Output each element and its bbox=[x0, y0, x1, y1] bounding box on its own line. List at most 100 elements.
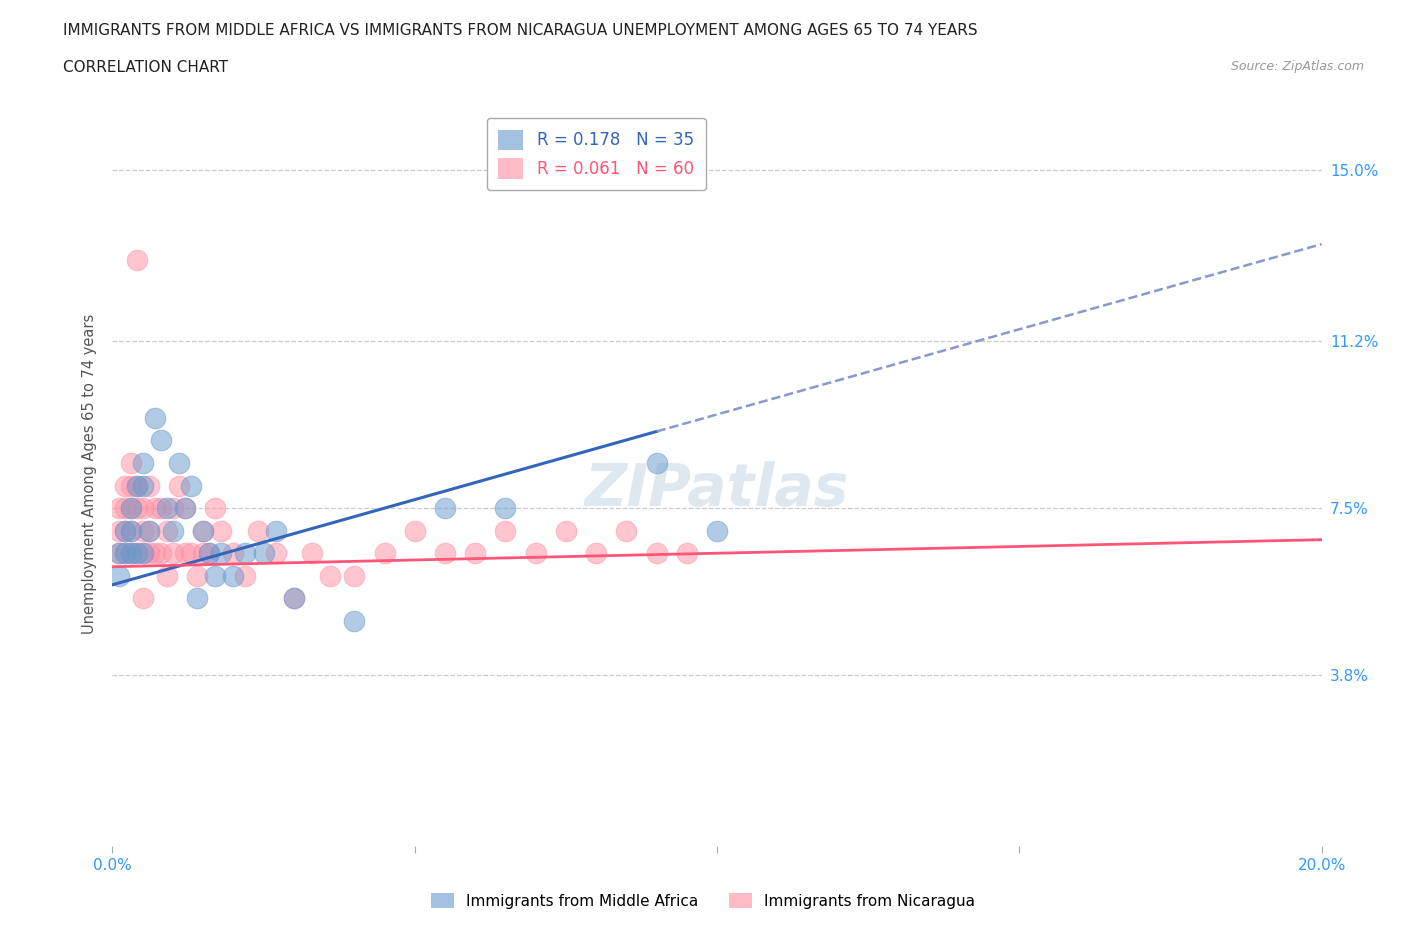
Point bbox=[706, 524, 728, 538]
Point bbox=[132, 524, 155, 538]
Point bbox=[191, 524, 214, 538]
Point bbox=[114, 546, 136, 561]
Point bbox=[138, 524, 160, 538]
Point bbox=[125, 546, 148, 561]
Point bbox=[301, 546, 323, 561]
Point bbox=[204, 500, 226, 515]
Point bbox=[120, 524, 142, 538]
Legend: Immigrants from Middle Africa, Immigrants from Nicaragua: Immigrants from Middle Africa, Immigrant… bbox=[425, 886, 981, 915]
Point bbox=[125, 253, 148, 268]
Point bbox=[114, 500, 136, 515]
Point bbox=[464, 546, 486, 561]
Point bbox=[132, 500, 155, 515]
Point bbox=[156, 524, 179, 538]
Point bbox=[174, 500, 197, 515]
Point bbox=[125, 500, 148, 515]
Legend: R = 0.178   N = 35, R = 0.061   N = 60: R = 0.178 N = 35, R = 0.061 N = 60 bbox=[486, 118, 706, 191]
Point bbox=[138, 478, 160, 493]
Point bbox=[495, 500, 517, 515]
Point bbox=[107, 500, 129, 515]
Point bbox=[132, 546, 155, 561]
Point bbox=[616, 524, 638, 538]
Point bbox=[149, 500, 172, 515]
Point bbox=[204, 568, 226, 583]
Point bbox=[343, 614, 366, 629]
Point bbox=[107, 546, 129, 561]
Point bbox=[264, 524, 287, 538]
Point bbox=[554, 524, 576, 538]
Point bbox=[114, 524, 136, 538]
Point bbox=[374, 546, 396, 561]
Point bbox=[191, 524, 214, 538]
Point bbox=[180, 546, 202, 561]
Text: IMMIGRANTS FROM MIDDLE AFRICA VS IMMIGRANTS FROM NICARAGUA UNEMPLOYMENT AMONG AG: IMMIGRANTS FROM MIDDLE AFRICA VS IMMIGRA… bbox=[63, 23, 979, 38]
Point bbox=[495, 524, 517, 538]
Point bbox=[162, 500, 184, 515]
Point bbox=[235, 546, 257, 561]
Y-axis label: Unemployment Among Ages 65 to 74 years: Unemployment Among Ages 65 to 74 years bbox=[82, 314, 97, 634]
Point bbox=[198, 546, 221, 561]
Point bbox=[143, 500, 166, 515]
Point bbox=[156, 500, 179, 515]
Point bbox=[107, 568, 129, 583]
Point bbox=[264, 546, 287, 561]
Point bbox=[222, 568, 245, 583]
Point bbox=[433, 546, 456, 561]
Point bbox=[235, 568, 257, 583]
Point bbox=[167, 478, 190, 493]
Point bbox=[174, 500, 197, 515]
Point bbox=[186, 568, 208, 583]
Point bbox=[132, 456, 155, 471]
Point bbox=[114, 546, 136, 561]
Point bbox=[645, 546, 668, 561]
Point bbox=[645, 456, 668, 471]
Point bbox=[143, 410, 166, 425]
Point bbox=[253, 546, 276, 561]
Point bbox=[149, 433, 172, 448]
Point bbox=[283, 591, 305, 605]
Point bbox=[120, 478, 142, 493]
Point bbox=[149, 546, 172, 561]
Point bbox=[125, 478, 148, 493]
Point bbox=[125, 546, 148, 561]
Point bbox=[222, 546, 245, 561]
Point bbox=[107, 546, 129, 561]
Point bbox=[319, 568, 342, 583]
Point bbox=[143, 546, 166, 561]
Point bbox=[120, 500, 142, 515]
Point bbox=[138, 524, 160, 538]
Point bbox=[114, 478, 136, 493]
Point bbox=[107, 524, 129, 538]
Point bbox=[120, 524, 142, 538]
Point bbox=[191, 546, 214, 561]
Point bbox=[209, 546, 232, 561]
Point bbox=[120, 500, 142, 515]
Point bbox=[156, 568, 179, 583]
Point bbox=[246, 524, 269, 538]
Point bbox=[198, 546, 221, 561]
Point bbox=[209, 524, 232, 538]
Point bbox=[114, 524, 136, 538]
Text: Source: ZipAtlas.com: Source: ZipAtlas.com bbox=[1230, 60, 1364, 73]
Point bbox=[283, 591, 305, 605]
Point bbox=[174, 546, 197, 561]
Point bbox=[125, 478, 148, 493]
Point bbox=[180, 478, 202, 493]
Point bbox=[138, 546, 160, 561]
Point bbox=[120, 546, 142, 561]
Text: ZIPatlas: ZIPatlas bbox=[585, 460, 849, 518]
Point bbox=[343, 568, 366, 583]
Point bbox=[120, 456, 142, 471]
Point bbox=[162, 546, 184, 561]
Point bbox=[167, 456, 190, 471]
Point bbox=[162, 524, 184, 538]
Point bbox=[132, 591, 155, 605]
Point bbox=[186, 591, 208, 605]
Point bbox=[585, 546, 607, 561]
Point bbox=[132, 478, 155, 493]
Point bbox=[120, 546, 142, 561]
Point bbox=[675, 546, 697, 561]
Text: CORRELATION CHART: CORRELATION CHART bbox=[63, 60, 228, 75]
Point bbox=[433, 500, 456, 515]
Point bbox=[132, 546, 155, 561]
